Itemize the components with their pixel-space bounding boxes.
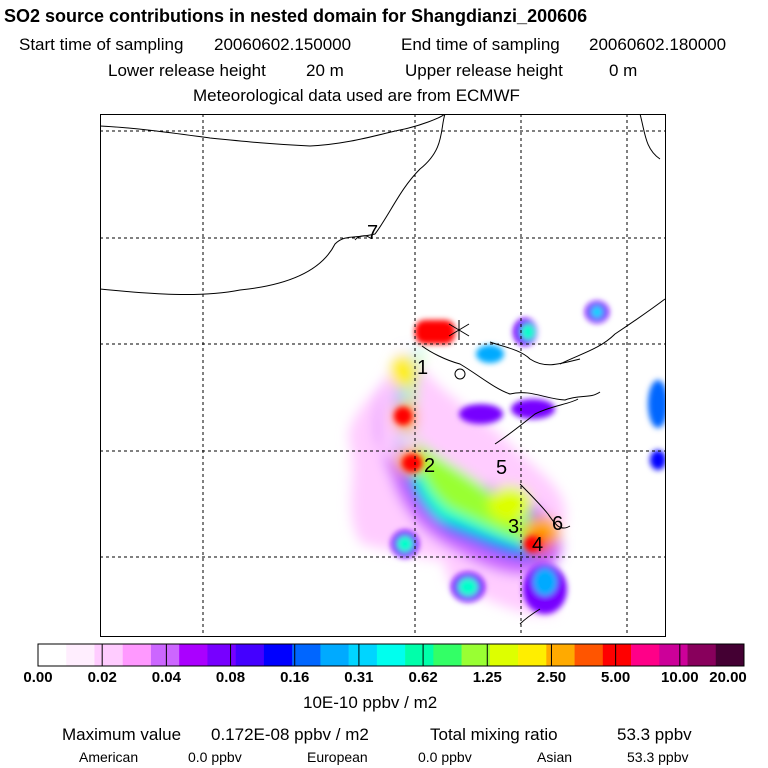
map-label-6: 6 xyxy=(552,513,563,535)
start-time-value: 20060602.150000 xyxy=(214,35,352,54)
color-scale-swatch xyxy=(207,644,236,666)
lat-lon-grid xyxy=(100,114,665,636)
color-scale-tick-label: 0.00 xyxy=(23,669,53,686)
color-scale-swatch xyxy=(66,644,95,666)
color-scale-swatch xyxy=(659,644,688,666)
color-scale-swatch xyxy=(292,644,321,666)
color-scale-swatch xyxy=(433,644,462,666)
region-asian-value: 53.3 ppbv xyxy=(627,749,689,765)
contribution-map: 1 2 3 4 5 6 7 xyxy=(100,114,666,637)
region-asian-label: Asian xyxy=(537,749,573,765)
total-mixing-value: 53.3 ppbv xyxy=(617,725,692,744)
region-american-label: American xyxy=(79,749,139,765)
color-scale-tick-label: 2.50 xyxy=(536,669,567,686)
map-frame xyxy=(100,114,666,637)
start-time-label: Start time of sampling xyxy=(19,35,184,54)
region-european-value: 0.0 ppbv xyxy=(418,749,472,765)
max-value-label: Maximum value xyxy=(62,725,182,744)
color-scale-swatch xyxy=(405,644,434,666)
upper-release-value: 0 m xyxy=(609,61,638,80)
color-scale-swatch xyxy=(179,644,208,666)
color-scale-swatch xyxy=(94,644,124,666)
lower-release-label: Lower release height xyxy=(108,61,266,80)
total-mixing-label: Total mixing ratio xyxy=(430,725,558,744)
map-label-5: 5 xyxy=(496,457,507,479)
color-scale-tick-label: 1.25 xyxy=(472,669,502,686)
color-scale-swatch xyxy=(631,644,660,666)
color-scale-tick-label: 5.00 xyxy=(600,669,631,686)
color-scale-swatch xyxy=(235,644,265,666)
map-label-1: 1 xyxy=(417,357,428,379)
color-scale-tick-label: 0.31 xyxy=(344,669,374,686)
color-scale-swatch xyxy=(376,644,406,666)
lower-release-value: 20 m xyxy=(306,61,344,80)
map-label-3: 3 xyxy=(508,516,519,538)
color-scale-swatch xyxy=(38,644,67,666)
color-scale-tick-label: 0.16 xyxy=(280,669,310,686)
color-scale-tick-label: 20.00 xyxy=(709,669,747,686)
color-scale-tick-label: 0.08 xyxy=(215,669,246,686)
color-scale-swatch xyxy=(348,644,378,666)
color-scale-swatch xyxy=(574,644,604,666)
region-european-label: European xyxy=(307,749,368,765)
color-scale-swatch xyxy=(263,644,293,666)
color-scale-frame xyxy=(37,643,745,667)
color-scale-swatch xyxy=(687,644,717,666)
color-scale-swatch xyxy=(546,644,575,666)
map-label-7: 7 xyxy=(367,222,378,244)
color-scale-swatch xyxy=(489,644,519,666)
coastlines-borders xyxy=(100,114,666,625)
end-time-value: 20060602.180000 xyxy=(589,35,727,54)
color-scale-unit: 10E-10 ppbv / m2 xyxy=(303,693,438,712)
color-scale-swatch xyxy=(518,644,547,666)
color-scale-swatch xyxy=(320,644,349,666)
map-label-2: 2 xyxy=(424,455,435,477)
page-title: SO2 source contributions in nested domai… xyxy=(4,6,588,26)
map-label-4: 4 xyxy=(532,534,543,556)
max-value: 0.172E-08 ppbv / m2 xyxy=(211,725,369,744)
color-scale-tick-label: 0.62 xyxy=(408,669,438,686)
color-scale-swatch xyxy=(602,644,632,666)
station-marker-icon xyxy=(454,368,466,380)
color-scale-tick-label: 0.04 xyxy=(151,669,181,686)
color-scale-swatch xyxy=(715,644,745,666)
color-scale-swatch xyxy=(461,644,491,666)
met-data-line: Meteorological data used are from ECMWF xyxy=(193,86,520,105)
color-scale-bar xyxy=(37,643,745,667)
color-scale-swatch xyxy=(122,644,152,666)
color-scale-tick-label: 0.02 xyxy=(87,669,117,686)
region-american-value: 0.0 ppbv xyxy=(188,749,242,765)
upper-release-label: Upper release height xyxy=(405,61,563,80)
end-time-label: End time of sampling xyxy=(401,35,560,54)
color-scale-swatch xyxy=(150,644,180,666)
color-scale-tick-label: 10.00 xyxy=(661,669,699,686)
